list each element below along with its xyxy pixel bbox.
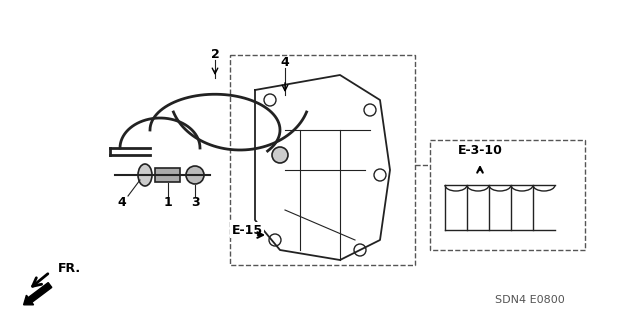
Text: E-3-10: E-3-10 xyxy=(458,144,502,157)
Text: 3: 3 xyxy=(191,196,199,209)
Text: SDN4 E0800: SDN4 E0800 xyxy=(495,295,565,305)
Ellipse shape xyxy=(138,164,152,186)
FancyArrow shape xyxy=(24,283,52,305)
Ellipse shape xyxy=(272,147,288,163)
Bar xyxy=(430,140,585,250)
Text: 2: 2 xyxy=(211,48,220,62)
Text: 4: 4 xyxy=(118,196,126,209)
Text: 1: 1 xyxy=(164,196,172,209)
Bar xyxy=(230,55,415,265)
Ellipse shape xyxy=(186,166,204,184)
Text: E-15: E-15 xyxy=(232,224,262,236)
Bar xyxy=(155,168,180,182)
Text: 4: 4 xyxy=(280,56,289,69)
Text: FR.: FR. xyxy=(58,262,81,275)
